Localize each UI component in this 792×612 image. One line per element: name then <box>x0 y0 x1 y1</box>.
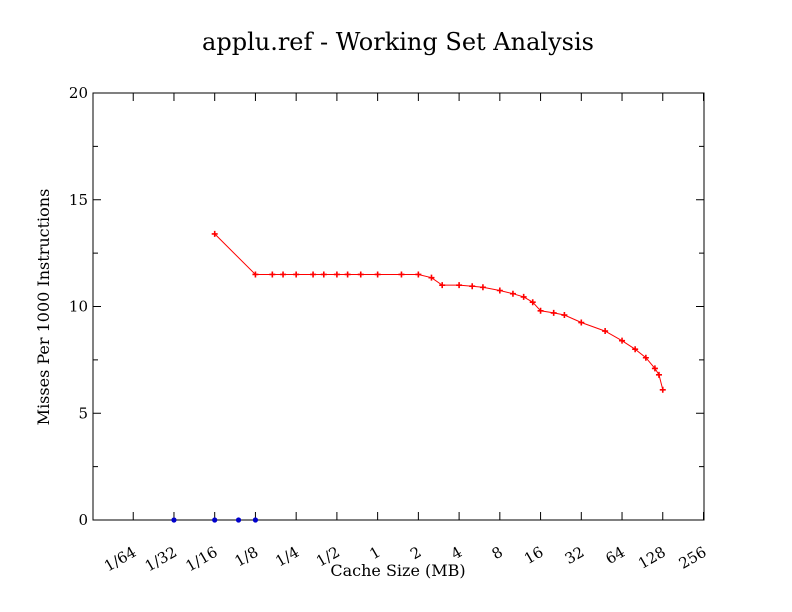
data-point <box>537 307 544 314</box>
x-tick-label: 1/8 <box>232 543 262 571</box>
data-point <box>456 282 463 289</box>
x-tick-label: 16 <box>521 543 547 568</box>
y-axis-title: Misses Per 1000 Instructions <box>34 189 53 426</box>
data-point <box>619 337 626 344</box>
series-1 <box>171 517 259 523</box>
plot-frame <box>92 92 705 521</box>
data-point <box>479 284 486 291</box>
y-tick-label: 20 <box>69 84 88 102</box>
data-point <box>171 517 177 523</box>
y-tick-label: 5 <box>78 404 88 422</box>
data-point <box>550 309 557 316</box>
x-axis-title: Cache Size (MB) <box>330 561 465 580</box>
data-point <box>469 283 476 290</box>
data-point <box>280 271 287 278</box>
data-point <box>561 312 568 319</box>
series-line <box>214 233 664 390</box>
axis-ticks: 1/64 1/32 1/16 1/8 1/4 1/2 1 2 4 8 16 32 64 128 256051… <box>69 84 710 575</box>
data-point <box>252 271 259 278</box>
x-tick-label: 128 <box>635 543 669 573</box>
data-point <box>578 319 585 326</box>
data-point <box>655 371 662 378</box>
y-tick-label: 0 <box>78 511 88 529</box>
data-point <box>310 271 317 278</box>
chart-title: applu.ref - Working Set Analysis <box>202 28 594 56</box>
data-point <box>642 354 649 361</box>
data-point <box>320 271 327 278</box>
data-point <box>269 271 276 278</box>
data-point <box>529 299 536 306</box>
x-tick-label: 256 <box>676 543 710 573</box>
data-point <box>651 365 658 372</box>
x-tick-label: 1/32 <box>142 543 180 575</box>
data-point <box>252 517 259 523</box>
data-point <box>374 271 381 278</box>
data-point <box>439 282 446 289</box>
data-point <box>509 290 516 297</box>
data-point <box>602 328 609 335</box>
data-point <box>333 271 340 278</box>
data-point <box>211 230 218 237</box>
y-tick-label: 10 <box>69 298 88 316</box>
data-point <box>212 517 218 523</box>
data-point <box>398 271 405 278</box>
data-point <box>428 274 435 281</box>
data-point <box>520 293 527 300</box>
data-point <box>344 271 351 278</box>
x-tick-label: 1/64 <box>101 543 139 575</box>
x-tick-label: 1/4 <box>272 543 302 571</box>
data-point <box>357 271 364 278</box>
x-tick-label: 64 <box>603 543 629 568</box>
x-tick-label: 1/16 <box>183 543 221 575</box>
x-tick-label: 32 <box>562 543 588 568</box>
x-tick-label: 8 <box>489 543 506 563</box>
data-point <box>659 386 666 393</box>
data-point <box>415 271 422 278</box>
series-layer <box>171 230 666 523</box>
data-point <box>496 287 503 294</box>
series-0 <box>211 230 666 393</box>
data-point <box>235 517 242 523</box>
y-tick-label: 15 <box>69 191 88 209</box>
data-point <box>293 271 300 278</box>
data-point <box>632 346 639 353</box>
